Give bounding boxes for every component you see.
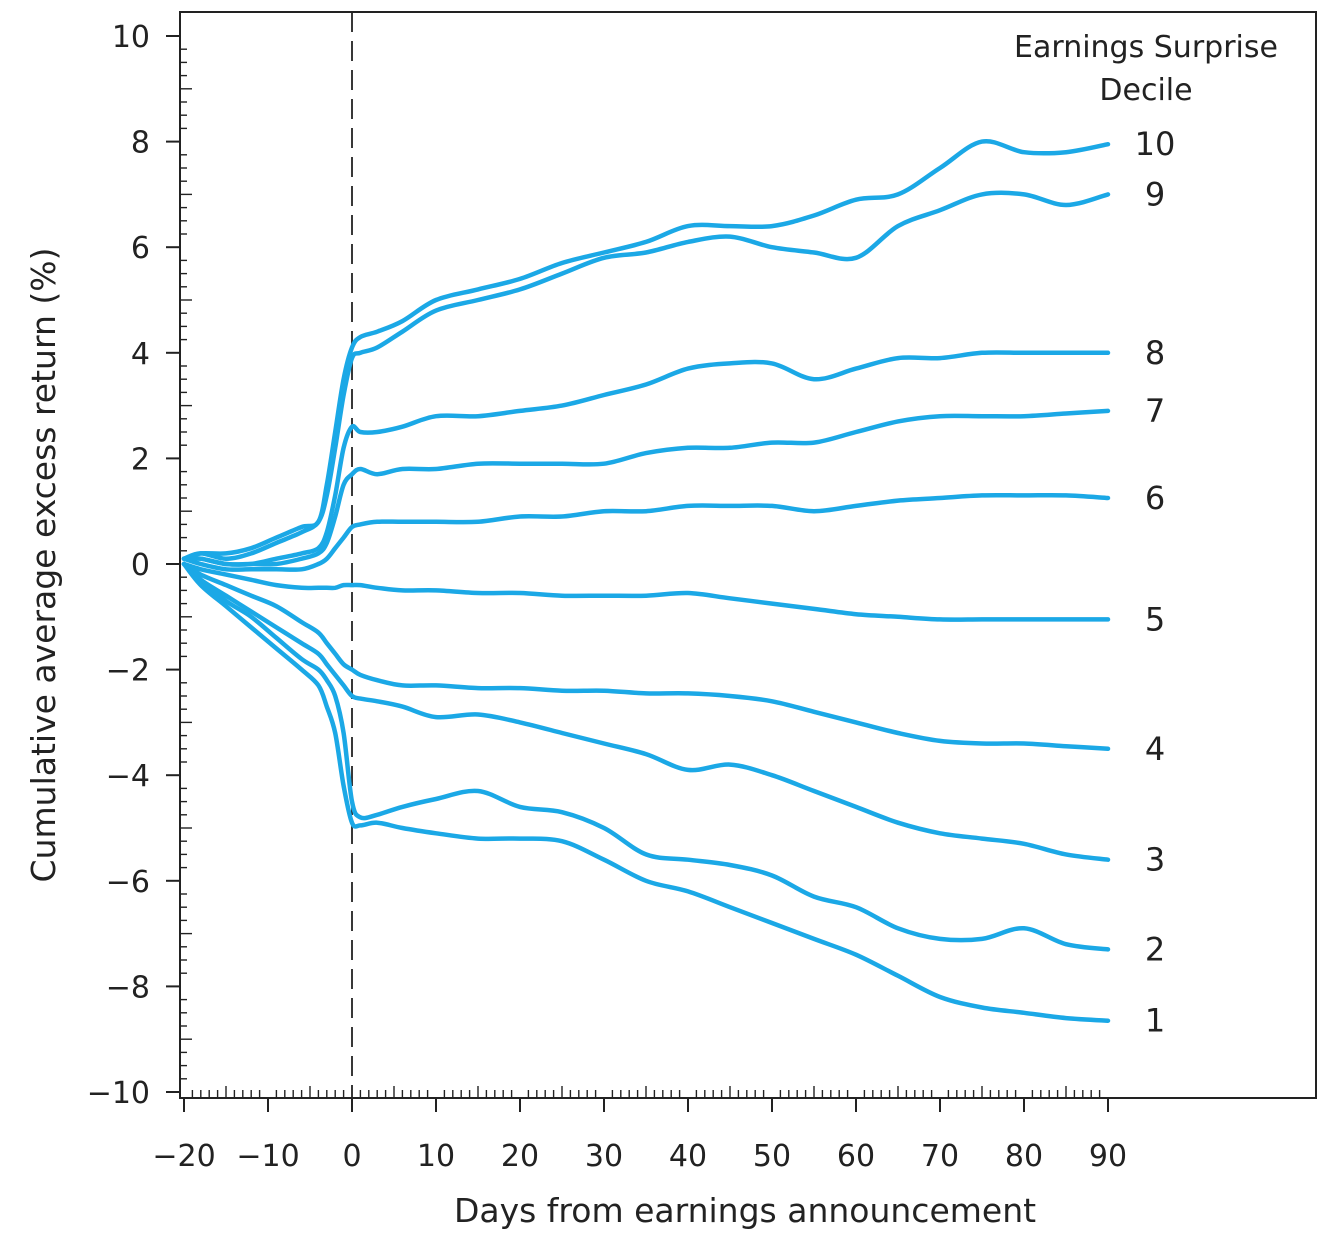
series-line-decile-10 — [181, 138, 1111, 561]
y-tick-labels: 10 8 6 4 2 0 −2 −4 −6 −8 −10 — [87, 20, 150, 1111]
series-label-decile-3: 3 — [1145, 841, 1165, 879]
x-tick-label: 0 — [342, 1139, 361, 1174]
series-lines — [181, 138, 1111, 1023]
x-axis-title: Days from earnings announcement — [454, 1191, 1036, 1230]
y-tick-label: 0 — [131, 548, 150, 583]
y-tick-label: 2 — [131, 442, 150, 477]
series-label-decile-2: 2 — [1145, 930, 1165, 968]
x-tick-label: 60 — [837, 1139, 875, 1174]
y-tick-label: 8 — [131, 126, 150, 161]
y-tick-label: −8 — [106, 970, 150, 1005]
x-tick-label: 30 — [585, 1139, 623, 1174]
series-line-decile-5 — [181, 561, 1111, 622]
plot-area — [179, 11, 1317, 1099]
series-label-decile-8: 8 — [1145, 334, 1165, 372]
series-line-decile-9 — [181, 190, 1111, 561]
legend-title-line-1: Earnings Surprise — [1014, 30, 1278, 65]
series-label-decile-9: 9 — [1145, 175, 1165, 213]
x-tick-label: −20 — [152, 1139, 215, 1174]
x-tick-label: 70 — [921, 1139, 959, 1174]
x-tick-label: 50 — [753, 1139, 791, 1174]
y-tick-label: −10 — [87, 1076, 150, 1111]
x-minor-ticks — [191, 1086, 1101, 1098]
y-tick-label: −4 — [106, 759, 150, 794]
series-line-decile-1 — [181, 561, 1111, 1023]
series-label-decile-7: 7 — [1145, 392, 1165, 430]
x-tick-label: −10 — [236, 1139, 299, 1174]
y-tick-label: −6 — [106, 865, 150, 900]
y-tick-label: 10 — [112, 20, 150, 55]
series-label-decile-5: 5 — [1145, 600, 1165, 638]
series-label-decile-1: 1 — [1145, 1002, 1165, 1040]
series-labels: 10 9 8 7 6 5 4 3 2 1 — [1135, 125, 1176, 1039]
series-label-decile-4: 4 — [1145, 730, 1165, 768]
plot-frame — [179, 11, 1317, 1099]
x-tick-label: 90 — [1089, 1139, 1127, 1174]
x-axis-ticks — [183, 1098, 1109, 1112]
y-axis-title: Cumulative average excess return (%) — [24, 248, 63, 883]
series-line-decile-7 — [181, 408, 1111, 567]
series-label-decile-10: 10 — [1135, 125, 1176, 163]
x-tick-labels: −20 −10 0 10 20 30 40 50 60 70 80 90 — [152, 1139, 1127, 1174]
y-tick-label: −2 — [106, 654, 150, 689]
x-tick-label: 20 — [501, 1139, 539, 1174]
y-tick-label: 4 — [131, 337, 150, 372]
x-tick-label: 80 — [1005, 1139, 1043, 1174]
series-label-decile-6: 6 — [1145, 479, 1165, 517]
series-line-decile-3 — [181, 561, 1111, 862]
series-line-decile-8 — [181, 350, 1111, 567]
x-tick-label: 40 — [669, 1139, 707, 1174]
series-line-decile-2 — [181, 561, 1111, 952]
legend-title-line-2: Decile — [1099, 73, 1192, 108]
series-line-decile-4 — [181, 561, 1111, 752]
y-tick-label: 6 — [131, 231, 150, 266]
x-tick-label: 10 — [417, 1139, 455, 1174]
series-line-decile-6 — [181, 492, 1111, 572]
y-minor-ticks — [180, 48, 192, 1080]
y-axis-ticks — [166, 35, 180, 1093]
